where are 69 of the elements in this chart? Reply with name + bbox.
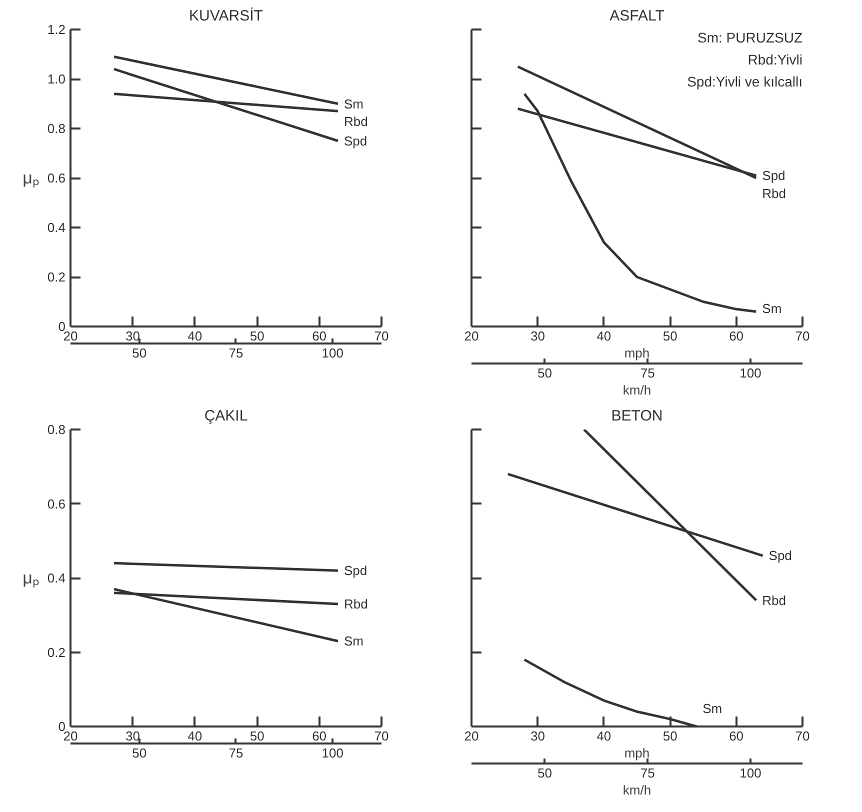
- x-tick-label: 60: [312, 328, 327, 344]
- x-tick-label: 70: [374, 728, 389, 744]
- annotation: Sm: PURUZSUZ: [698, 30, 803, 46]
- x-tick-label: 50: [250, 728, 264, 744]
- x-tick-label: 20: [464, 728, 479, 744]
- x-tick-label: 70: [795, 328, 810, 344]
- x-tick-label: 70: [795, 728, 810, 744]
- y-tick-label: 0.8: [47, 121, 66, 136]
- series-label: Spd: [762, 168, 786, 184]
- x-tick-label: 20: [464, 328, 479, 344]
- series-label: Sm: [344, 634, 364, 649]
- x-tick-label: 60: [729, 728, 744, 744]
- x2-tick-label: 50: [132, 346, 147, 360]
- y-tick-label: 0.6: [47, 496, 66, 512]
- x2-tick-label: 50: [538, 766, 552, 780]
- series-label: Rbd: [762, 592, 786, 608]
- x2-tick-label: 50: [538, 366, 552, 380]
- chart-title: KUVARSİT: [189, 6, 263, 24]
- x-tick-label: 70: [374, 328, 389, 344]
- x2-tick-label: 75: [640, 766, 655, 780]
- annotation: Rbd:Yivli: [748, 52, 803, 68]
- series-label: Sm: [702, 701, 722, 716]
- x2-tick-label: 75: [228, 746, 244, 760]
- x2-tick-label: 75: [228, 346, 244, 360]
- x2-tick-label: 100: [740, 366, 762, 380]
- x-tick-label: 40: [596, 328, 612, 344]
- series-label: Spd: [344, 563, 368, 578]
- series-label: Rbd: [344, 114, 368, 130]
- x-tick-label: 30: [125, 728, 140, 744]
- y-axis-title: μₚ: [22, 168, 40, 188]
- y-axis-title: μₚ: [22, 568, 40, 588]
- x-tick-label: 40: [188, 328, 202, 344]
- y-tick-label: 1.2: [47, 22, 66, 37]
- y-tick-label: 0.4: [47, 570, 66, 586]
- x-tick-label: 50: [662, 328, 678, 344]
- y-tick-label: 0.2: [47, 270, 66, 284]
- x-tick-label: 40: [596, 728, 612, 744]
- series-label: Sm: [344, 96, 364, 112]
- x-tick-label: 30: [530, 328, 545, 344]
- x-tick-label: 60: [312, 728, 327, 744]
- x-axis-title: mph: [624, 346, 650, 360]
- series-label: Rbd: [344, 596, 368, 612]
- series-label: Spd: [344, 133, 368, 148]
- x2-tick-label: 100: [322, 746, 344, 760]
- x-tick-label: 30: [125, 328, 140, 344]
- chart-title: BETON: [611, 408, 663, 424]
- chart-title: ÇAKIL: [204, 408, 248, 424]
- y-tick-label: 1.0: [47, 72, 66, 86]
- y-tick-label: 0.8: [47, 422, 66, 437]
- x2-axis-title: km/h: [622, 782, 652, 798]
- y-tick-label: 0.4: [47, 220, 66, 235]
- x-tick-label: 30: [530, 728, 545, 744]
- x-tick-label: 50: [662, 728, 678, 744]
- series-label: Rbd: [762, 186, 786, 201]
- series-label: Sm: [762, 301, 782, 316]
- y-tick-label: 0.2: [47, 644, 66, 660]
- x2-axis-title: km/h: [622, 382, 652, 398]
- x-axis-title: mph: [624, 746, 650, 760]
- chart-title: ASFALT: [610, 8, 664, 24]
- x2-tick-label: 100: [740, 766, 762, 780]
- y-tick-label: 0.6: [47, 170, 66, 186]
- annotation: Spd:Yivli ve kılcallı: [687, 74, 803, 90]
- x-tick-label: 60: [729, 328, 744, 344]
- x2-tick-label: 50: [132, 746, 147, 760]
- series-label: Spd: [768, 548, 792, 564]
- x-tick-label: 40: [188, 728, 202, 744]
- x-tick-label: 50: [250, 328, 264, 344]
- x2-tick-label: 100: [322, 346, 344, 360]
- x2-tick-label: 75: [640, 366, 655, 380]
